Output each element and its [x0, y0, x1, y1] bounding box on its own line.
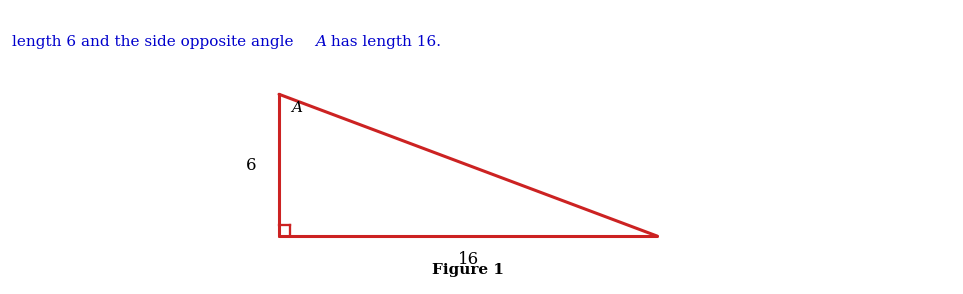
Text: has length 16.: has length 16. [326, 35, 441, 49]
Text: A: A [315, 35, 325, 49]
Text: 6: 6 [246, 157, 256, 174]
Text: 16: 16 [457, 251, 479, 268]
Text: A: A [291, 101, 301, 115]
Text: length 6 and the side opposite angle: length 6 and the side opposite angle [12, 35, 298, 49]
Text: Figure 1: Figure 1 [432, 263, 505, 277]
